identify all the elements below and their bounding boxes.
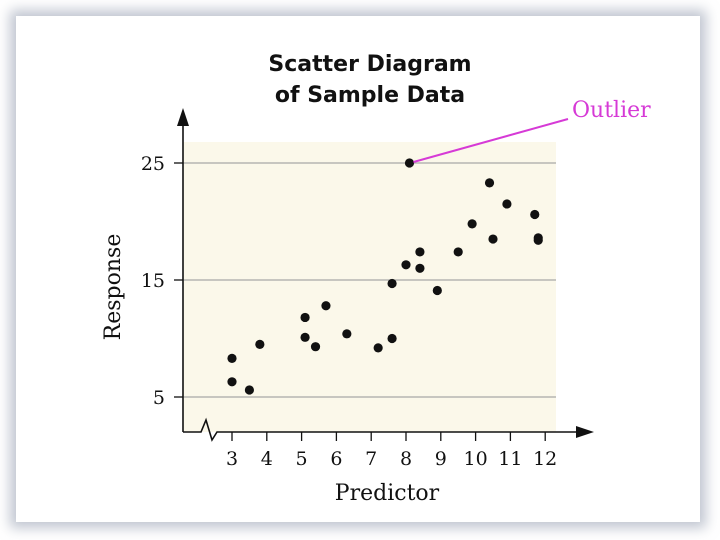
y-tick-label-15: 15 (141, 270, 165, 292)
outlier-label: Outlier (572, 98, 651, 123)
x-tick-label-9: 9 (435, 448, 447, 470)
outlier-annotation: Outlier (413, 98, 651, 163)
chart-title: Scatter Diagram (268, 52, 471, 77)
y-tick-label-5: 5 (153, 387, 165, 409)
x-tick-label-7: 7 (365, 448, 377, 470)
data-point-9 (342, 329, 352, 339)
chart-subtitle: of Sample Data (275, 83, 465, 108)
x-tick-label-3: 3 (226, 448, 238, 470)
data-point-2 (227, 377, 237, 387)
data-point-14 (415, 247, 425, 257)
x-tick-label-10: 10 (464, 448, 488, 470)
data-point-6 (300, 332, 310, 342)
data-point-19 (484, 178, 495, 188)
data-point-21 (502, 199, 512, 209)
x-tick-label-8: 8 (400, 448, 412, 470)
data-point-15 (415, 263, 425, 273)
x-tick-label-6: 6 (330, 448, 342, 470)
data-point-5 (300, 312, 310, 323)
data-point-18 (467, 219, 477, 229)
x-axis-line (183, 417, 576, 442)
x-axis-label: Predictor (335, 481, 440, 506)
y-axis-arrow (177, 108, 189, 126)
data-point-17 (453, 247, 463, 257)
x-tick-label-11: 11 (498, 448, 522, 470)
outlier-pointer-line (413, 118, 569, 163)
x-tick-label-4: 4 (261, 448, 273, 470)
data-point-7 (310, 342, 321, 352)
data-point-11 (387, 333, 397, 344)
y-axis-label: Response (101, 234, 126, 341)
data-point-13 (401, 260, 411, 270)
y-tick-label-25: 25 (141, 153, 165, 175)
data-point-20 (488, 234, 498, 244)
x-tick-label-12: 12 (533, 448, 557, 470)
plot-background (183, 142, 556, 432)
data-point-3 (244, 385, 254, 395)
data-point-25 (404, 158, 415, 168)
data-point-16 (432, 285, 442, 296)
data-point-8 (321, 301, 331, 311)
x-axis-arrow (576, 426, 594, 438)
x-tick-label-5: 5 (296, 448, 308, 470)
data-point-24 (533, 235, 543, 245)
data-point-10 (373, 343, 383, 353)
data-point-12 (387, 278, 397, 289)
data-point-22 (530, 209, 540, 220)
data-points (227, 158, 543, 395)
grid-lines (183, 162, 556, 398)
axes (174, 108, 594, 442)
slide-frame: 5 15 25 3 4 5 6 7 8 9 10 11 12 Outlier Scatter Diagr… (16, 16, 700, 522)
data-point-4 (255, 339, 265, 349)
data-point-1 (227, 353, 237, 363)
